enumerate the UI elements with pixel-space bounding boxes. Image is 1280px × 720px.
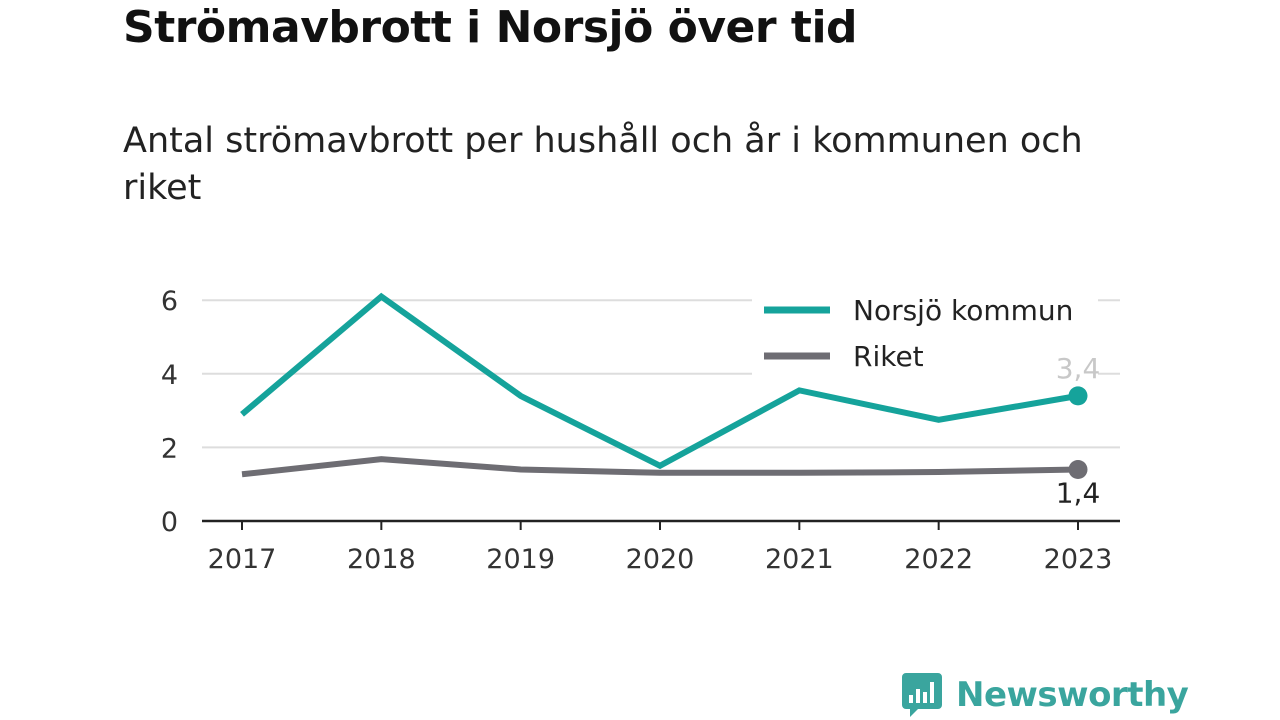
- legend-background: [752, 284, 1098, 379]
- x-tick-label-2019: 2019: [486, 544, 555, 575]
- legend-label-0: Norsjö kommun: [853, 294, 1073, 327]
- series-end-label-1: 1,4: [1056, 476, 1101, 509]
- chart-title: Strömavbrott i Norsjö över tid: [123, 2, 858, 53]
- chart-subtitle: Antal strömavbrott per hushåll och år i …: [123, 121, 1083, 208]
- brand-name: Newsworthy: [956, 675, 1189, 715]
- newsworthy-logo: Newsworthy: [902, 670, 1189, 720]
- series-end-marker-0: [1068, 386, 1088, 406]
- y-tick-label-0: 0: [161, 507, 178, 538]
- series-end-marker-1: [1068, 459, 1088, 479]
- y-tick-label-6: 6: [161, 286, 178, 317]
- x-tick-label-2022: 2022: [904, 544, 973, 575]
- x-tick-label-2018: 2018: [347, 544, 416, 575]
- series-line-0: [240, 292, 1079, 470]
- x-tick-label-2023: 2023: [1044, 544, 1113, 575]
- y-tick-label-4: 4: [161, 360, 178, 391]
- x-tick-label-2020: 2020: [626, 544, 695, 575]
- series-end-label-0: 3,4: [1056, 352, 1101, 385]
- x-tick-label-2021: 2021: [765, 544, 834, 575]
- x-tick-label-2017: 2017: [208, 544, 277, 575]
- newsworthy-chart-bubble-icon: [902, 673, 942, 717]
- y-tick-label-2: 2: [161, 433, 178, 464]
- legend-label-1: Riket: [853, 340, 924, 373]
- series-line-1: [241, 456, 1079, 478]
